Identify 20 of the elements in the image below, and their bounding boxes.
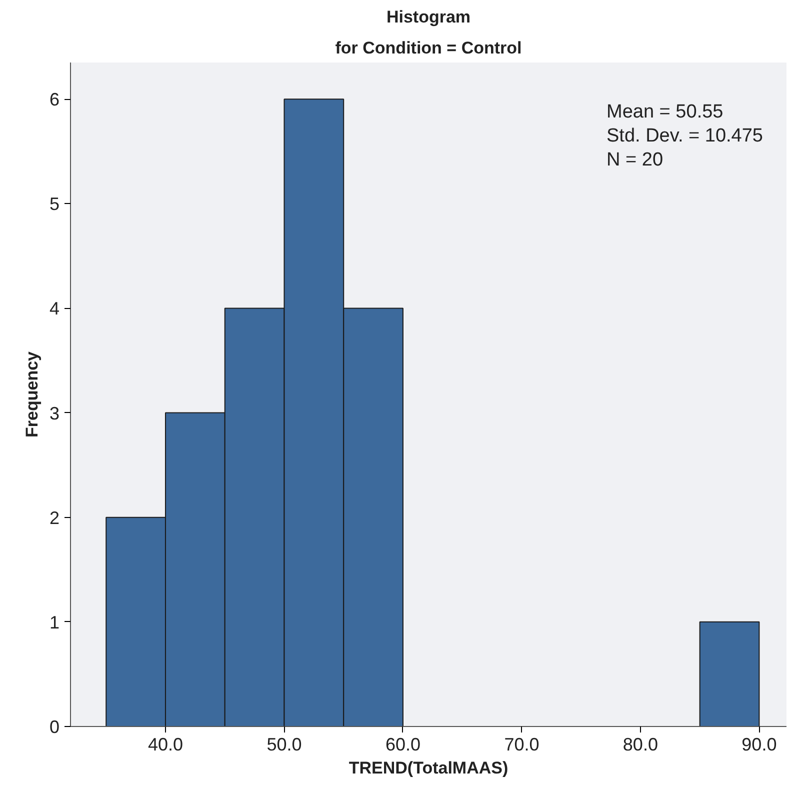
chart-subtitle: for Condition = Control [335, 38, 522, 58]
y-tick-label: 4 [49, 298, 60, 319]
y-tick-label: 6 [49, 90, 60, 110]
x-tick-label: 80.0 [622, 734, 658, 754]
y-tick-label: 3 [49, 403, 60, 424]
chart-title: Histogram [386, 8, 471, 26]
x-tick-label: 90.0 [742, 734, 777, 754]
x-tick-label: 70.0 [504, 734, 540, 754]
y-tick-label: 0 [49, 717, 60, 737]
y-tick-label: 2 [49, 508, 60, 528]
annotation: N = 20 [606, 150, 664, 170]
y-tick-label: 1 [49, 612, 60, 632]
x-tick-label: 60.0 [385, 734, 420, 754]
annotation: Std. Dev. = 10.475 [606, 126, 763, 146]
x-axis-title: TREND(TotalMAAS) [348, 758, 508, 778]
y-tick-label: 5 [49, 194, 60, 214]
annotation: Mean = 50.55 [606, 102, 724, 122]
y-axis-title: Frequency [22, 350, 42, 438]
x-tick-label: 40.0 [148, 734, 184, 754]
x-tick-label: 50.0 [266, 734, 302, 754]
